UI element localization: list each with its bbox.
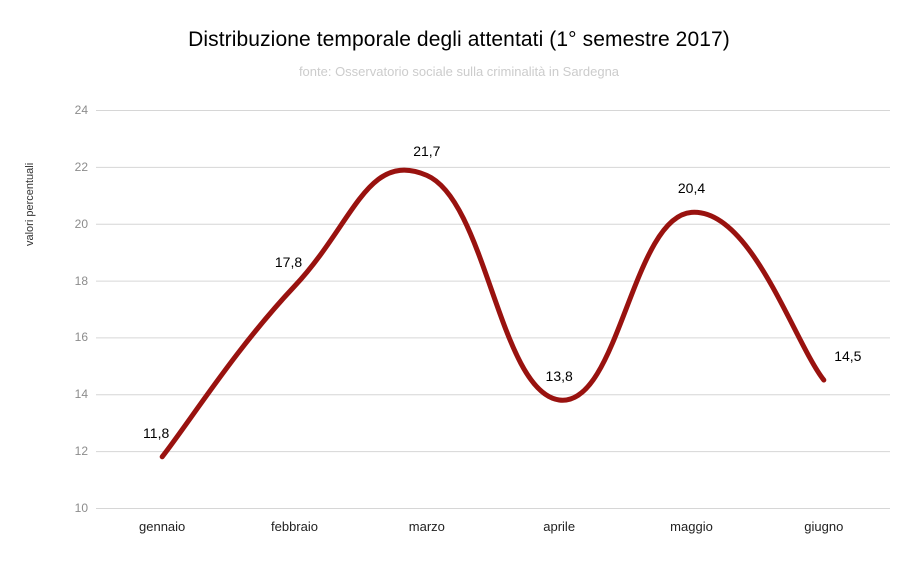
- chart-subtitle: fonte: Osservatorio sociale sulla crimin…: [298, 64, 620, 79]
- chart-title: Distribuzione temporale degli attentati …: [188, 28, 730, 51]
- x-axis-tick-label-maggio: maggio: [670, 519, 713, 534]
- x-axis-tick-label-gennaio: gennaio: [139, 519, 186, 534]
- y-axis-tick-label: 10: [74, 501, 88, 515]
- y-axis-tick-label: 24: [74, 103, 88, 117]
- data-point-label-gennaio: 11,8: [143, 424, 170, 441]
- data-point-label-marzo: 21,7: [413, 143, 441, 160]
- x-axis-tick-label-giugno: giugno: [804, 519, 844, 534]
- data-point-label-giugno: 14,5: [834, 348, 862, 365]
- series-line-attentati: [159, 167, 827, 460]
- x-axis-tick-label-febbraio: febbraio: [271, 519, 318, 534]
- y-axis-tick-label: 14: [74, 387, 88, 402]
- y-axis-tick-label: 12: [74, 444, 88, 459]
- x-axis-tick-label-aprile: aprile: [543, 519, 576, 534]
- data-point-label-maggio: 20,4: [677, 180, 706, 197]
- y-axis-tick-label: 20: [74, 216, 88, 231]
- x-axis-tick-label-marzo: marzo: [408, 519, 445, 534]
- y-axis-tick-label: 22: [74, 159, 88, 174]
- y-axis-tick-labels: 24 22 20 18 16 14 12 10: [52, 0, 88, 566]
- y-axis-tick-label: 18: [74, 273, 88, 288]
- gridlines: [96, 110, 890, 509]
- data-point-label-febbraio: 17,8: [274, 254, 303, 271]
- y-axis-tick-label: 16: [74, 330, 88, 345]
- data-point-label-aprile: 13,8: [545, 367, 573, 384]
